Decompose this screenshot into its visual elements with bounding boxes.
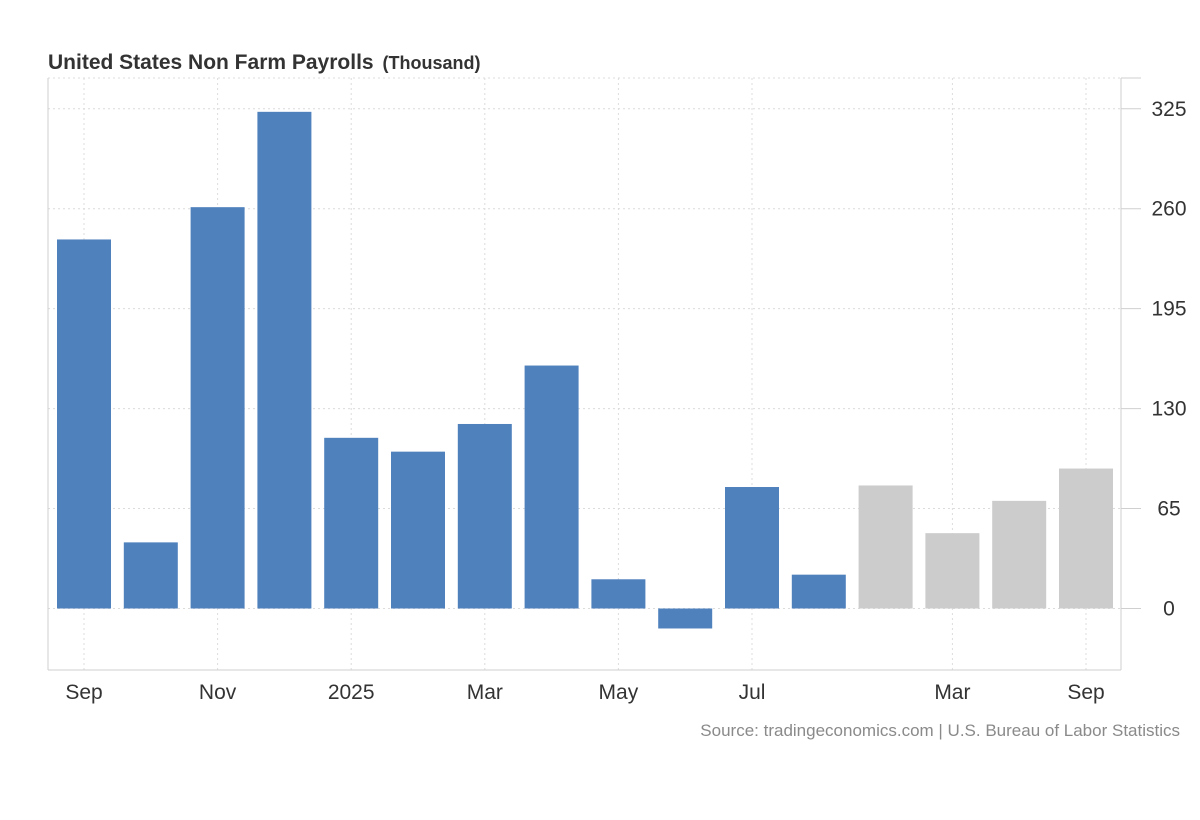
chart-unit: (Thousand) <box>382 53 481 73</box>
bar-mar-2025 <box>457 423 512 609</box>
bar-feb-2025 <box>391 451 445 609</box>
x-tick-label: Nov <box>199 681 237 704</box>
x-tick-label: 2025 <box>328 681 375 704</box>
chart-title-text: United States Non Farm Payrolls <box>48 51 374 74</box>
bar-dec-2024 <box>257 111 312 609</box>
tick-labels: 0 65 130 195 260 325 Sep Nov 2025 Mar May Jul Mar Sep <box>65 98 1186 704</box>
bar-apr-2025 <box>524 365 579 609</box>
x-tick-label: May <box>599 681 639 704</box>
x-tick-label: Jul <box>739 681 766 704</box>
bar-q3-2026 <box>1059 468 1113 609</box>
bars <box>57 111 1113 629</box>
bar-aug-2025 <box>791 574 846 609</box>
bar-q4-2025 <box>858 485 913 609</box>
axes <box>47 77 1141 671</box>
bar-oct-2024 <box>123 542 178 609</box>
bar-jan-2025 <box>324 437 379 609</box>
x-tick-label: Sep <box>1067 681 1104 704</box>
bar-nov-2024 <box>190 207 245 609</box>
x-tick-label: Mar <box>467 681 503 704</box>
bar-q2-2026 <box>992 500 1047 609</box>
bar-sep-2024 <box>57 239 111 609</box>
x-tick-label: Mar <box>934 681 970 704</box>
bar-q1-2026 <box>925 533 980 609</box>
chart-title: United States Non Farm Payrolls (Thousan… <box>48 40 480 77</box>
y-tick-label: 260 <box>1151 198 1186 221</box>
source-note: Source: tradingeconomics.com | U.S. Bure… <box>700 721 1180 740</box>
y-tick-label: 130 <box>1151 398 1186 421</box>
bar-may-2025 <box>591 579 646 609</box>
y-tick-label: 195 <box>1151 298 1186 321</box>
y-tick-label: 65 <box>1157 498 1180 521</box>
bar-jun-2025 <box>658 608 713 629</box>
bar-jul-2025 <box>725 487 779 609</box>
y-tick-label: 0 <box>1163 597 1175 620</box>
y-tick-label: 325 <box>1151 98 1186 121</box>
x-tick-label: Sep <box>65 681 102 704</box>
